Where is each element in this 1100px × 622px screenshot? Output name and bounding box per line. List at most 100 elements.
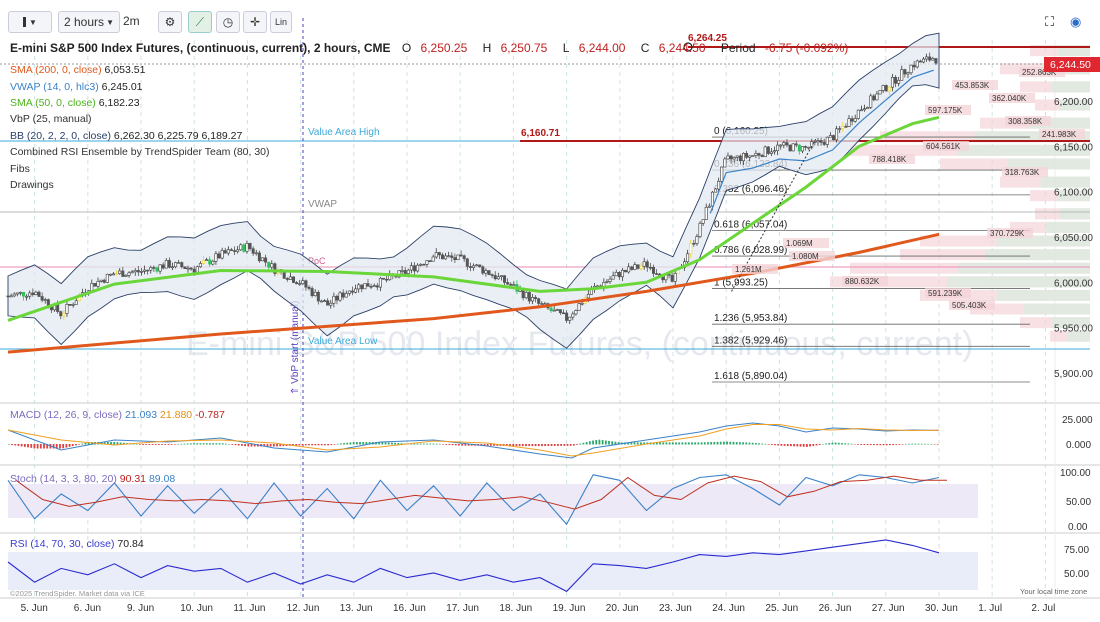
candle-body bbox=[707, 205, 711, 208]
macd-bar bbox=[266, 444, 269, 447]
macd-bar bbox=[489, 444, 492, 446]
legend-stoch[interactable]: Stoch (14, 3, 3, 80, 20) 90.31 89.08 bbox=[10, 473, 176, 485]
trend-tool-button[interactable]: ⟋ bbox=[188, 11, 212, 33]
candle-body bbox=[338, 292, 342, 301]
rsi-band bbox=[8, 552, 978, 590]
candle-body bbox=[912, 64, 916, 68]
macd-bar bbox=[604, 440, 607, 445]
candle-body bbox=[881, 85, 885, 91]
time-tick-label: 24. Jun bbox=[712, 603, 745, 614]
candle-body bbox=[540, 303, 544, 305]
macd-bar bbox=[748, 442, 751, 445]
macd-bar bbox=[170, 444, 173, 445]
clock-button[interactable]: ◷ bbox=[216, 11, 240, 33]
legend-sma50[interactable]: SMA (50, 0, close) 6,182.23 bbox=[10, 97, 140, 109]
alt-timeframe[interactable]: 2m bbox=[123, 14, 140, 28]
crosshair-button[interactable]: ✛ bbox=[243, 11, 267, 33]
price-tick-label: 6,150.00 bbox=[1054, 142, 1093, 153]
macd-bar bbox=[52, 444, 55, 449]
legend-bb[interactable]: BB (20, 2, 2, 0, close) 6,262.30 6,225.7… bbox=[10, 130, 243, 142]
vbp-bar-up bbox=[1029, 117, 1090, 129]
macd-bar bbox=[774, 444, 776, 446]
macd-bar bbox=[349, 442, 352, 445]
candle-body bbox=[766, 146, 770, 154]
legend-drawings[interactable]: Drawings bbox=[10, 179, 54, 191]
legend-fibs[interactable]: Fibs bbox=[10, 163, 30, 175]
macd-bar bbox=[790, 444, 792, 447]
legend-rsi-ensemble[interactable]: Combined RSI Ensemble by TrendSpider Tea… bbox=[10, 146, 270, 158]
candle-body bbox=[915, 60, 919, 68]
macd-bar bbox=[758, 443, 760, 445]
poc-label: PoC bbox=[308, 256, 326, 266]
macd-bar bbox=[100, 442, 103, 445]
macd-bar bbox=[780, 444, 783, 446]
candle-body bbox=[105, 273, 109, 283]
candle-body bbox=[928, 56, 932, 61]
candle-body bbox=[96, 281, 100, 287]
legend-macd[interactable]: MACD (12, 26, 9, close) 21.093 21.880 -0… bbox=[10, 409, 225, 421]
candle-body bbox=[34, 291, 38, 295]
chart-type-button[interactable]: ▼ bbox=[8, 11, 52, 33]
candle-body bbox=[350, 290, 354, 293]
vbp-bar-up bbox=[1051, 81, 1090, 93]
time-tick-label: 13. Jun bbox=[340, 603, 373, 614]
candle-body bbox=[292, 276, 296, 283]
candle-body bbox=[239, 244, 243, 251]
camera-icon[interactable]: ◉ bbox=[1070, 14, 1082, 29]
vbp-bar-up bbox=[1057, 45, 1090, 57]
legend-vwap[interactable]: VWAP (14, 0, hlc3) 6,245.01 bbox=[10, 81, 143, 93]
candle-body bbox=[465, 258, 469, 267]
candle-body bbox=[450, 255, 454, 258]
time-tick-label: 19. Jun bbox=[553, 603, 586, 614]
legend-vbp[interactable]: VbP (25, manual) bbox=[10, 113, 92, 125]
candle-body bbox=[512, 284, 516, 286]
timeframe-label: 2 hours bbox=[64, 15, 105, 29]
time-tick-label: 23. Jun bbox=[659, 603, 692, 614]
candle-body bbox=[344, 293, 348, 298]
candle-body bbox=[897, 80, 901, 84]
candle-body bbox=[701, 219, 705, 224]
timeframe-select[interactable]: 2 hours ▼ bbox=[58, 11, 120, 33]
candle-body bbox=[487, 270, 491, 275]
time-tick-label: 17. Jun bbox=[446, 603, 479, 614]
macd-bar bbox=[566, 444, 569, 446]
fullscreen-icon[interactable]: ⛶ bbox=[1045, 14, 1055, 29]
volume-label: 1.069M bbox=[786, 239, 813, 248]
candle-body bbox=[413, 265, 417, 272]
macd-bar bbox=[783, 444, 786, 446]
macd-bar bbox=[847, 443, 850, 445]
vbp-bar-up bbox=[947, 276, 1090, 288]
macd-bar bbox=[339, 443, 342, 445]
candle-body bbox=[493, 275, 497, 280]
candle-body bbox=[357, 284, 361, 290]
stoch-k-line bbox=[7, 474, 940, 526]
candle-body bbox=[751, 155, 755, 157]
macd-bar bbox=[821, 444, 824, 445]
macd-bar bbox=[422, 443, 425, 445]
macd-bar bbox=[241, 444, 243, 446]
candle-body bbox=[28, 292, 32, 297]
macd-bar bbox=[173, 444, 176, 445]
macd-bar bbox=[837, 442, 840, 445]
candle-body bbox=[673, 273, 677, 282]
macd-bar bbox=[87, 442, 90, 445]
legend-sma200[interactable]: SMA (200, 0, close) 6,053.51 bbox=[10, 64, 146, 76]
volume-label: 453.853K bbox=[955, 81, 990, 90]
chevron-down-icon: ▼ bbox=[106, 17, 114, 27]
period-marker[interactable] bbox=[683, 42, 693, 52]
candle-body bbox=[717, 180, 721, 190]
settings-button[interactable]: ⚙ bbox=[158, 11, 182, 33]
rsi-tick-50: 50.00 bbox=[1064, 569, 1089, 580]
candle-body bbox=[12, 293, 16, 297]
macd-bar bbox=[869, 444, 872, 446]
macd-bar bbox=[110, 442, 112, 445]
candle-body bbox=[555, 309, 559, 311]
legend-rsi[interactable]: RSI (14, 70, 30, close) 70.84 bbox=[10, 538, 144, 550]
macd-line bbox=[7, 422, 940, 459]
local-time-label[interactable]: Your local time zone bbox=[1020, 587, 1087, 596]
lin-scale-button[interactable]: Lin bbox=[270, 11, 292, 33]
macd-bar bbox=[927, 443, 930, 445]
volume-label: 241.983K bbox=[1042, 130, 1077, 139]
macd-bar bbox=[483, 444, 486, 446]
